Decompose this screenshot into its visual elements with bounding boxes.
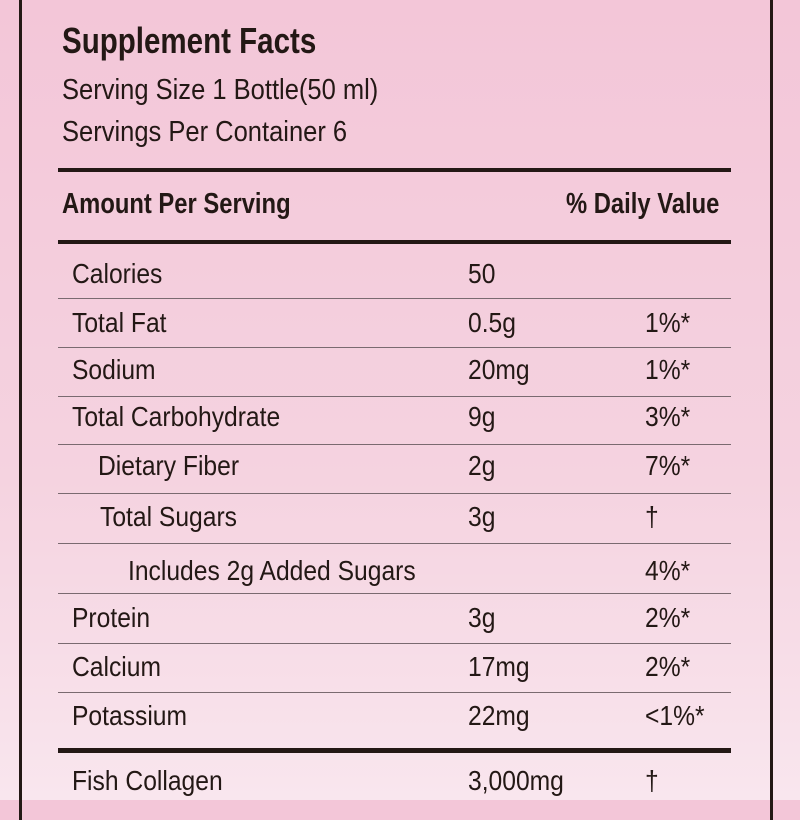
servings-per-container: Servings Per Container 6 [62, 116, 348, 148]
row-divider [58, 593, 731, 594]
nutrient-daily-value: 2%* [645, 602, 691, 633]
nutrient-name: Calories [72, 258, 163, 289]
nutrient-daily-value: 2%* [645, 651, 691, 682]
nutrient-name: Includes 2g Added Sugars [128, 555, 416, 586]
nutrient-amount: 17mg [468, 651, 530, 682]
nutrient-amount: 3g [468, 501, 496, 532]
daily-value-header: % Daily Value [566, 188, 720, 220]
row-divider [58, 444, 731, 445]
label-border [19, 0, 773, 820]
nutrient-daily-value: 4%* [645, 555, 691, 586]
label-title: Supplement Facts [62, 20, 317, 61]
row-divider [58, 692, 731, 693]
nutrient-daily-value: 1%* [645, 354, 691, 385]
nutrient-amount: 20mg [468, 354, 530, 385]
nutrient-name: Total Sugars [100, 501, 237, 532]
nutrient-daily-value: <1%* [645, 700, 705, 731]
nutrient-name: Total Fat [72, 307, 167, 338]
nutrient-amount: 2g [468, 450, 496, 481]
amount-per-serving-header: Amount Per Serving [62, 188, 291, 220]
nutrient-amount: 50 [468, 258, 496, 289]
divider-thick [58, 748, 731, 753]
nutrient-amount: 3g [468, 602, 496, 633]
nutrient-name: Protein [72, 602, 151, 633]
nutrient-amount: 3,000mg [468, 765, 564, 796]
nutrient-name: Sodium [72, 354, 156, 385]
nutrient-daily-value: 7%* [645, 450, 691, 481]
nutrient-amount: 9g [468, 401, 496, 432]
nutrient-daily-value: † [645, 765, 659, 796]
row-divider [58, 643, 731, 644]
row-divider [58, 543, 731, 544]
divider-thick [58, 240, 731, 244]
nutrient-name: Total Carbohydrate [72, 401, 281, 432]
nutrient-amount: 0.5g [468, 307, 516, 338]
row-divider [58, 493, 731, 494]
nutrient-name: Potassium [72, 700, 188, 731]
divider-thick [58, 168, 731, 172]
nutrient-name: Calcium [72, 651, 162, 682]
row-divider [58, 298, 731, 299]
nutrient-name: Fish Collagen [72, 765, 223, 796]
serving-size: Serving Size 1 Bottle(50 ml) [62, 74, 379, 106]
nutrient-daily-value: † [645, 501, 659, 532]
row-divider [58, 347, 731, 348]
nutrient-amount: 22mg [468, 700, 530, 731]
nutrient-name: Dietary Fiber [98, 450, 240, 481]
row-divider [58, 396, 731, 397]
nutrient-daily-value: 3%* [645, 401, 691, 432]
nutrient-daily-value: 1%* [645, 307, 691, 338]
